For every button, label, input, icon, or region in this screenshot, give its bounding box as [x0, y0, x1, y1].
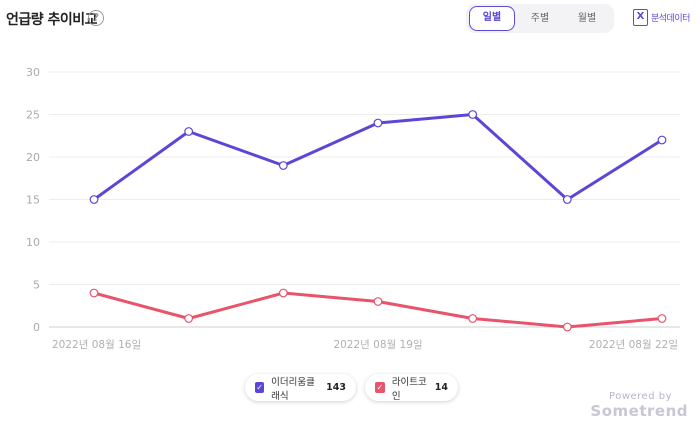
legend-check-icon: ✓: [255, 382, 265, 393]
export-label: 분석데이터: [651, 14, 690, 24]
tab-monthly[interactable]: 월별: [577, 13, 597, 24]
legend-label: 이더리움클래식: [271, 376, 315, 402]
x-tick-label: 2022년 08월 16일: [52, 338, 141, 351]
data-point: [89, 195, 99, 204]
tab-weekly[interactable]: 주별: [530, 13, 550, 24]
data-point: [657, 135, 667, 145]
y-tick-label: 30: [26, 66, 40, 79]
x-tick-label: 2022년 08월 19일: [333, 338, 422, 351]
brand-logo: Sometrend: [590, 402, 688, 420]
data-point: [278, 161, 288, 170]
y-tick-label: 5: [33, 279, 40, 292]
data-point: [562, 322, 572, 332]
legend-item-litecoin[interactable]: ✓ 라이트코인 14: [365, 374, 458, 402]
data-point: [468, 110, 478, 119]
tab-daily[interactable]: 일별: [469, 6, 515, 31]
excel-icon: X: [633, 9, 648, 26]
x-tick-label: 2022년 08월 22일: [589, 338, 678, 351]
data-point: [184, 127, 194, 136]
export-button[interactable]: X 분석데이터: [633, 9, 690, 26]
y-tick-label: 15: [26, 194, 40, 207]
data-point: [89, 288, 99, 298]
data-point: [373, 118, 383, 128]
legend-item-ethereum-classic[interactable]: ✓ 이더리움클래식 143: [245, 374, 356, 402]
y-tick-label: 20: [26, 151, 40, 164]
y-tick-label: 25: [26, 109, 40, 122]
help-icon[interactable]: ?: [88, 10, 104, 26]
period-tabs: 일별 주별 월별: [466, 4, 614, 33]
legend-count: 14: [434, 382, 448, 393]
data-point: [657, 314, 667, 323]
y-tick-label: 0: [33, 321, 40, 334]
data-point: [373, 297, 383, 306]
page-title: 언급량 추이비교: [6, 12, 98, 28]
powered-by-text: Powered by: [609, 391, 672, 402]
legend-label: 라이트코인: [391, 376, 427, 402]
data-point: [562, 195, 572, 204]
data-point: [468, 314, 478, 323]
legend-check-icon: ✓: [375, 382, 385, 393]
legend-count: 143: [326, 382, 346, 393]
y-tick-label: 10: [26, 236, 40, 249]
data-point: [184, 314, 194, 323]
data-point: [278, 288, 288, 298]
